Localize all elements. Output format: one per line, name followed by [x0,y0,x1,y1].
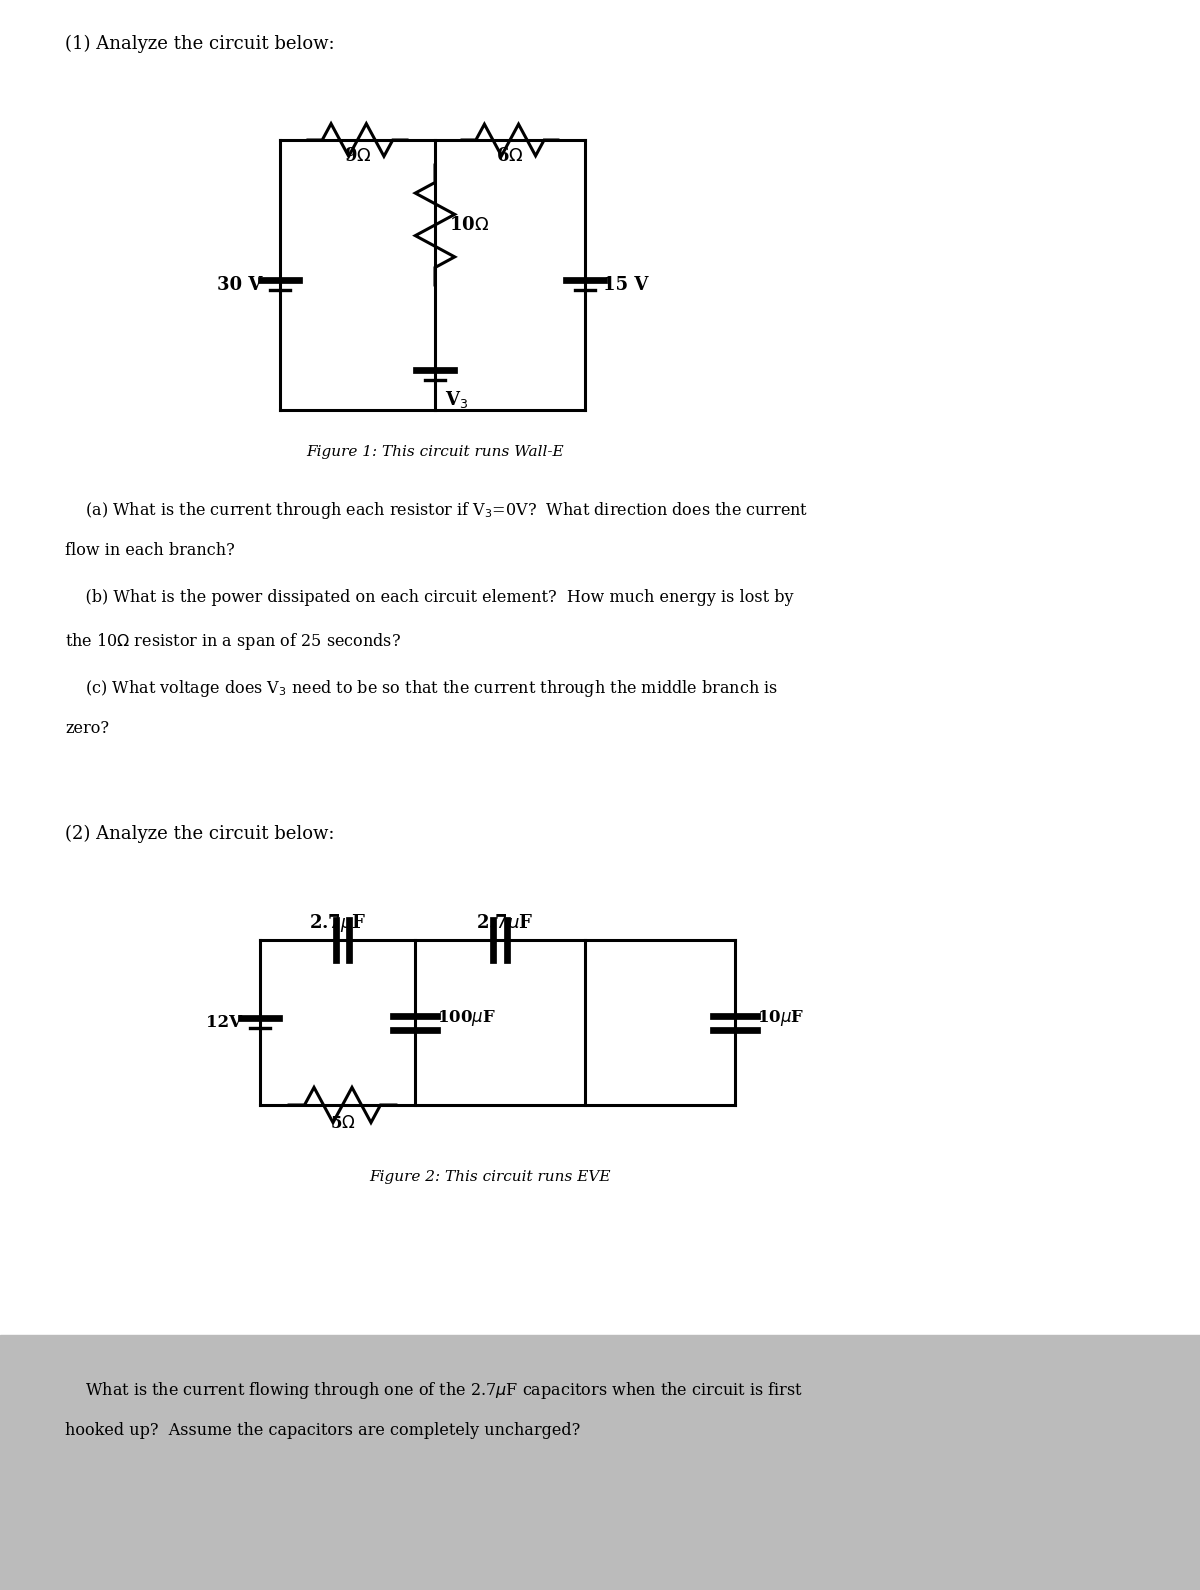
Text: 2.7$\mu$F: 2.7$\mu$F [308,913,366,933]
Text: 100$\mu$F: 100$\mu$F [437,1008,496,1027]
Text: Figure 1: This circuit runs Wall-E: Figure 1: This circuit runs Wall-E [306,445,564,460]
Text: (a) What is the current through each resistor if V$_3$=0V?  What direction does : (a) What is the current through each res… [65,499,809,522]
Text: 10$\Omega$: 10$\Omega$ [449,216,490,234]
Text: 5$\Omega$: 5$\Omega$ [330,1115,355,1132]
Text: (1) Analyze the circuit below:: (1) Analyze the circuit below: [65,35,335,52]
Text: What is the current flowing through one of the 2.7$\mu$F capacitors when the cir: What is the current flowing through one … [65,1380,803,1401]
Text: zero?: zero? [65,720,109,738]
Bar [0,1336,1200,1590]
Text: 12V: 12V [206,1014,242,1030]
Text: (c) What voltage does V$_3$ need to be so that the current through the middle br: (c) What voltage does V$_3$ need to be s… [65,677,778,700]
Text: flow in each branch?: flow in each branch? [65,542,235,560]
Text: 2.7$\mu$F: 2.7$\mu$F [476,913,534,933]
Text: the 10$\Omega$ resistor in a span of 25 seconds?: the 10$\Omega$ resistor in a span of 25 … [65,631,401,652]
Text: hooked up?  Assume the capacitors are completely uncharged?: hooked up? Assume the capacitors are com… [65,1421,581,1439]
Text: V$_3$: V$_3$ [445,390,468,410]
Text: 9$\Omega$: 9$\Omega$ [343,146,371,165]
Text: Figure 2: This circuit runs EVE: Figure 2: This circuit runs EVE [370,1170,611,1185]
Text: 15 V: 15 V [602,277,648,294]
Text: 10$\mu$F: 10$\mu$F [757,1008,804,1027]
Text: 30 V: 30 V [217,277,262,294]
Text: 6$\Omega$: 6$\Omega$ [497,146,523,165]
Text: (2) Analyze the circuit below:: (2) Analyze the circuit below: [65,825,335,843]
Text: (b) What is the power dissipated on each circuit element?  How much energy is lo: (b) What is the power dissipated on each… [65,588,793,606]
